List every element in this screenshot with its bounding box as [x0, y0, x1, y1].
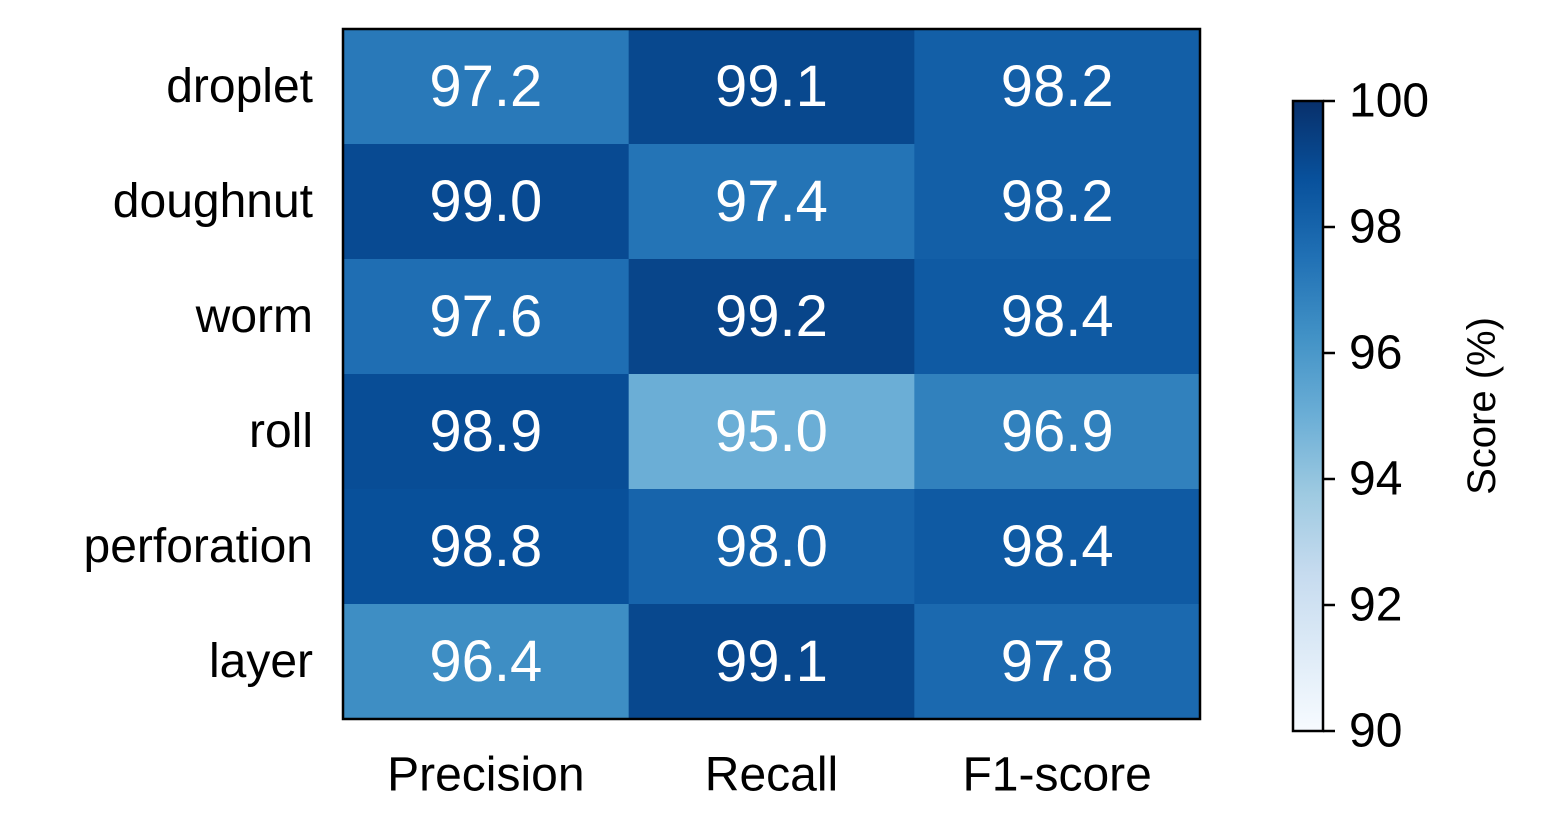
column-labels: Precision Recall F1-score: [387, 749, 1152, 802]
colorbar-frame: [1291, 99, 1325, 733]
colorbar-ticks: 90 92 94 96 98 100: [1323, 75, 1429, 758]
cell-value-label: 98.4: [1001, 284, 1114, 349]
column-label: F1-score: [962, 749, 1151, 802]
cell-value-label: 97.6: [429, 284, 542, 349]
row-label: doughnut: [113, 175, 313, 228]
heatmap-cell: [628, 144, 915, 260]
cell-value-label: 98.9: [429, 399, 542, 464]
cell-value-label: 98.0: [715, 514, 828, 579]
colorbar-tick-label: 90: [1349, 705, 1402, 758]
cell-value-label: 98.8: [429, 514, 542, 579]
heatmap-cell: [343, 489, 630, 605]
heatmap-cell: [628, 374, 915, 490]
cell-value-label: 97.8: [1001, 629, 1114, 694]
cell-value-label: 98.2: [1001, 169, 1114, 234]
cell-value-label: 99.2: [715, 284, 828, 349]
colorbar-tick-label: 96: [1349, 327, 1402, 380]
cell-value-label: 95.0: [715, 399, 828, 464]
heatmap-cells: [343, 29, 1201, 720]
colorbar-gradient: [1293, 101, 1323, 731]
heatmap-cell: [628, 604, 915, 720]
cell-value-label: 98.4: [1001, 514, 1114, 579]
cell-value-label: 97.4: [715, 169, 828, 234]
heatmap-cell: [628, 259, 915, 375]
heatmap-cell: [343, 29, 630, 145]
colorbar-tick-label: 92: [1349, 579, 1402, 632]
row-labels: droplet doughnut worm roll perforation layer: [84, 60, 313, 688]
heatmap-cell: [914, 374, 1201, 490]
cell-value-label: 96.9: [1001, 399, 1114, 464]
row-label: worm: [195, 290, 313, 343]
row-label: roll: [249, 405, 313, 458]
row-label: droplet: [166, 60, 313, 113]
column-label: Recall: [705, 749, 838, 802]
colorbar-tick-label: 98: [1349, 201, 1402, 254]
colorbar-tick-label: 100: [1349, 75, 1429, 128]
plot-frame: [341, 27, 1202, 721]
cell-value-label: 99.1: [715, 54, 828, 119]
column-label: Precision: [387, 749, 584, 802]
colorbar-title: Score (%): [1460, 317, 1504, 495]
heatmap-cell: [914, 604, 1201, 720]
heatmap-cell: [343, 374, 630, 490]
heatmap-cell: [914, 29, 1201, 145]
cell-value-label: 99.1: [715, 629, 828, 694]
heatmap-value-labels: 97.2 99.1 98.2 99.0 97.4 98.2 97.6 99.2 98.4 98.9…: [429, 54, 1113, 694]
heatmap-cell: [914, 489, 1201, 605]
heatmap-cell: [343, 604, 630, 720]
heatmap-cell: [914, 259, 1201, 375]
colorbar-tick-label: 94: [1349, 453, 1402, 506]
heatmap-cell: [343, 259, 630, 375]
cell-value-label: 98.2: [1001, 54, 1114, 119]
heatmap-cell: [914, 144, 1201, 260]
row-label: perforation: [84, 520, 313, 573]
row-label: layer: [209, 635, 313, 688]
cell-value-label: 96.4: [429, 629, 542, 694]
heatmap-cell: [628, 489, 915, 605]
cell-value-label: 97.2: [429, 54, 542, 119]
heatmap-cell: [628, 29, 915, 145]
heatmap-cell: [343, 144, 630, 260]
cell-value-label: 99.0: [429, 169, 542, 234]
colorbar: 90 92 94 96 98 100 Score (%): [1291, 75, 1504, 758]
